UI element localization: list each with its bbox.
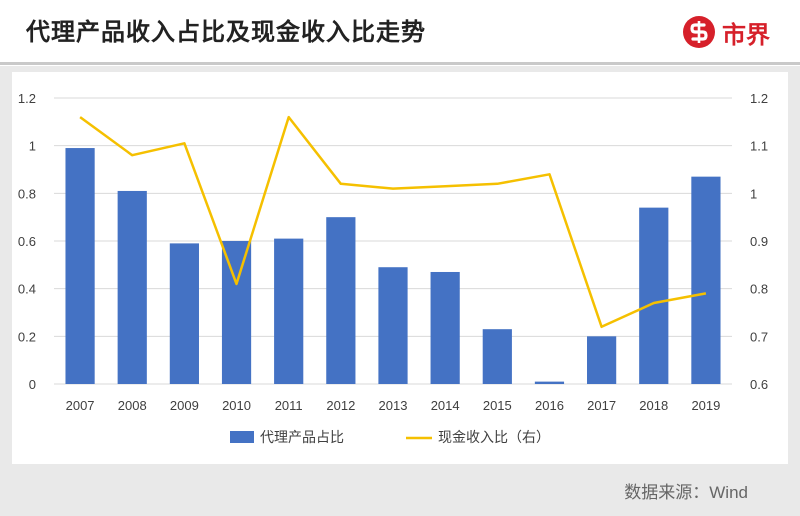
x-tick-label: 2018: [639, 398, 668, 413]
x-tick-label: 2017: [587, 398, 616, 413]
header-bar: 代理产品收入占比及现金收入比走势 市界: [0, 0, 800, 66]
bar: [587, 336, 617, 384]
y-right-tick-label: 1.2: [750, 91, 768, 106]
x-tick-label: 2015: [483, 398, 512, 413]
chart-panel: 0 0.6 0.2 0.7 0.4 0.8 0.6 0.9 0.8 1 1 1.1 1.2 1.2 2007…: [12, 72, 788, 464]
y-left-tick-label: 1.2: [18, 91, 36, 106]
y-left-tick-label: 0: [29, 377, 36, 392]
x-tick-label: 2008: [118, 398, 147, 413]
brand-logo: 市界: [682, 12, 770, 52]
legend-swatch-bar: [230, 431, 254, 443]
x-tick-label: 2011: [275, 398, 303, 413]
y-left-tick-label: 0.4: [18, 282, 36, 297]
x-tick-label: 2013: [379, 398, 408, 413]
y-left-tick-label: 0.6: [18, 234, 36, 249]
x-tick-label: 2010: [222, 398, 251, 413]
x-tick-label: 2012: [326, 398, 355, 413]
logo-icon: [683, 16, 715, 48]
bar: [274, 238, 304, 384]
y-left-tick-label: 0.2: [18, 329, 36, 344]
bar: [117, 190, 147, 384]
combo-chart: 0 0.6 0.2 0.7 0.4 0.8 0.6 0.9 0.8 1 1 1.1 1.2 1.2 2007…: [18, 91, 768, 445]
x-tick-label: 2016: [535, 398, 564, 413]
bar: [639, 207, 669, 384]
x-tick-label: 2014: [431, 398, 460, 413]
bar: [378, 267, 408, 384]
y-left-tick-label: 1: [29, 139, 36, 154]
x-tick-label: 2007: [66, 398, 95, 413]
x-tick-label: 2009: [170, 398, 199, 413]
y-right-tick-label: 0.7: [750, 329, 768, 344]
bar: [326, 217, 356, 384]
y-right-tick-label: 1: [750, 186, 757, 201]
logo-text: 市界: [722, 20, 770, 49]
y-left-tick-label: 0.8: [18, 186, 36, 201]
bar: [534, 381, 565, 384]
y-right-tick-label: 0.6: [750, 377, 768, 392]
line-series: [79, 115, 707, 329]
bar: [482, 329, 512, 384]
bar: [691, 176, 721, 384]
x-tick-label: 2019: [691, 398, 720, 413]
header-divider: [0, 62, 800, 65]
legend-label: 现金收入比（右）: [438, 429, 550, 445]
legend-label: 代理产品占比: [260, 429, 344, 445]
bar: [430, 271, 460, 384]
bar: [169, 243, 199, 384]
bar: [65, 148, 95, 384]
bar: [221, 241, 252, 384]
y-right-tick-label: 1.1: [750, 139, 768, 154]
page-title: 代理产品收入占比及现金收入比走势: [26, 18, 426, 46]
y-right-tick-label: 0.8: [750, 282, 768, 297]
source-note: 数据来源：Wind: [624, 483, 748, 502]
y-right-tick-label: 0.9: [750, 234, 768, 249]
